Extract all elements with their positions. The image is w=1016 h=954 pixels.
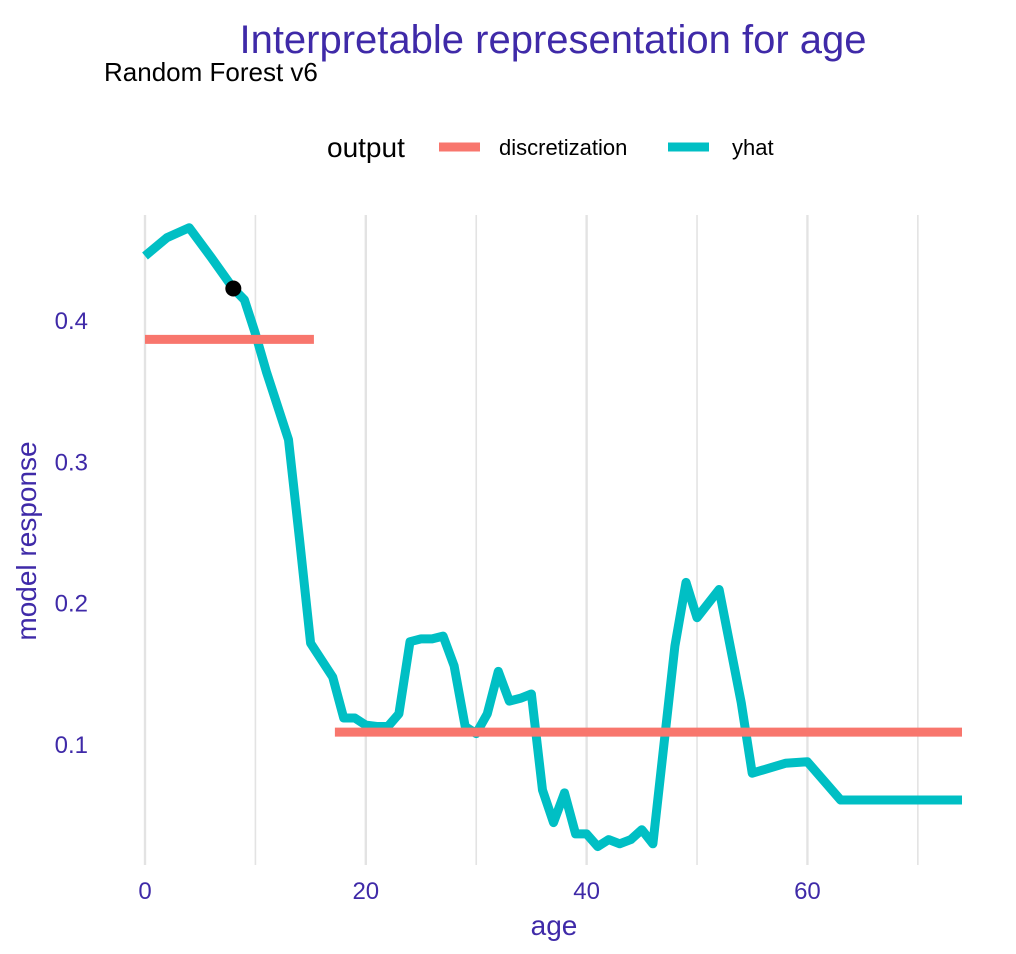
highlight-point (225, 280, 242, 297)
legend-label-yhat: yhat (732, 135, 774, 160)
y-tick-label: 0.4 (55, 308, 88, 335)
chart-subtitle: Random Forest v6 (104, 57, 318, 87)
legend-title: output (327, 132, 405, 163)
gridlines (143, 215, 919, 865)
y-axis-label: model response (11, 441, 42, 640)
x-tick-label: 60 (794, 878, 821, 905)
y-tick-label: 0.2 (55, 591, 88, 618)
y-axis-ticks: 0.1 0.2 0.3 0.4 (55, 308, 88, 759)
x-tick-label: 40 (573, 878, 600, 905)
yhat-line (142, 223, 962, 852)
series-layer (142, 223, 962, 852)
legend-label-discretization: discretization (499, 135, 627, 160)
y-tick-label: 0.1 (55, 732, 88, 759)
legend: output discretization yhat (327, 132, 774, 163)
y-tick-label: 0.3 (55, 449, 88, 476)
x-tick-label: 0 (138, 878, 151, 905)
x-axis-label: age (531, 910, 578, 941)
chart-title: Interpretable representation for age (239, 18, 866, 62)
x-tick-label: 20 (352, 878, 379, 905)
x-axis-ticks: 0 20 40 60 (138, 878, 820, 905)
